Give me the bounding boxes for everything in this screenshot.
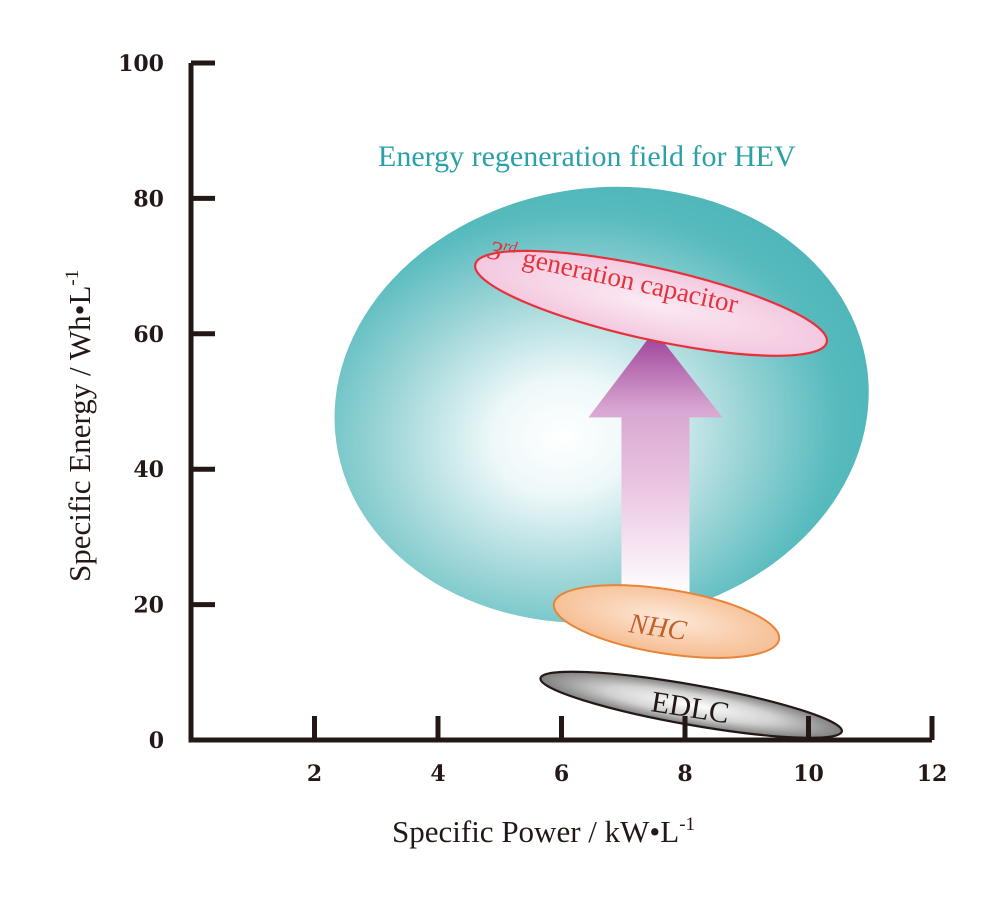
nhc-region xyxy=(552,584,781,659)
y-tick-label: 20 xyxy=(133,593,164,619)
y-tick-label: 60 xyxy=(133,322,164,348)
field-title-label: Energy regeneration field for HEV xyxy=(378,140,796,173)
x-tick-label: 6 xyxy=(554,761,569,787)
y-tick-label: 80 xyxy=(133,186,164,212)
y-tick-label: 100 xyxy=(118,51,164,77)
third-gen-ordinal-suffix: rd xyxy=(502,237,520,257)
x-axis-title: Specific Power / kW•L-1 xyxy=(392,814,695,849)
x-axis-title-sup: -1 xyxy=(679,814,695,835)
third-gen-capacitor-region xyxy=(474,249,829,357)
x-tick-label: 10 xyxy=(793,761,824,787)
y-tick-label: 0 xyxy=(149,728,164,754)
x-tick-label: 2 xyxy=(307,761,322,787)
third-gen-ordinal: 3 xyxy=(485,234,506,266)
improvement-arrow xyxy=(588,330,723,596)
axes-layer: 0 20 40 60 80 100 2 4 6 8 10 12 xyxy=(118,51,947,787)
x-tick-label: 4 xyxy=(430,761,445,787)
regions-layer xyxy=(334,186,869,739)
x-tick-label: 12 xyxy=(917,761,948,787)
x-axis-title-main: Specific Power / kW•L xyxy=(392,814,679,849)
y-axis-title: Specific Energy / Wh•L-1 xyxy=(62,270,97,582)
y-axis-title-main: Specific Energy / Wh•L xyxy=(62,286,97,582)
y-tick-label: 40 xyxy=(133,457,164,483)
x-tick-label: 8 xyxy=(677,761,692,787)
edlc-region xyxy=(539,670,843,739)
y-axis-title-sup: -1 xyxy=(62,270,83,286)
